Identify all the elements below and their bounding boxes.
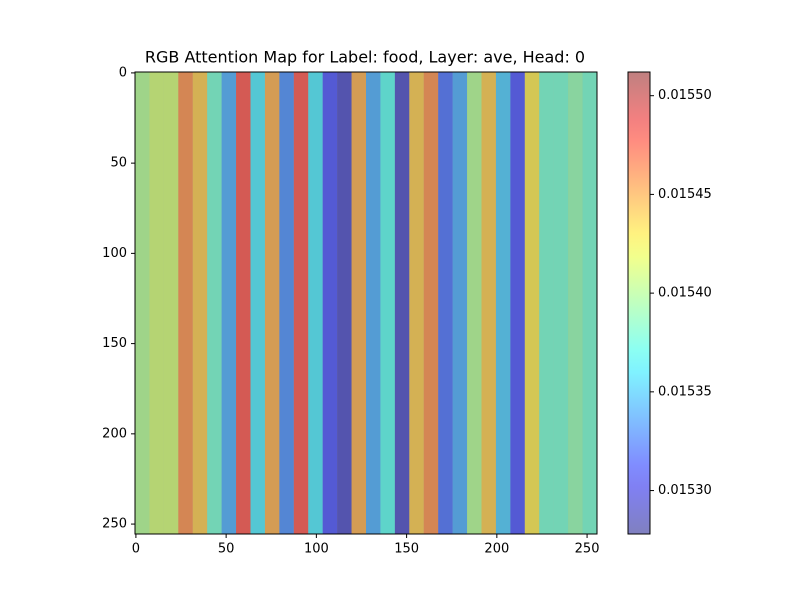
heat-cell <box>221 72 237 534</box>
heat-cell <box>394 72 410 534</box>
heat-cell <box>308 72 323 534</box>
colorbar-tick-label: 0.01535 <box>658 384 712 399</box>
heat-cell <box>135 72 150 534</box>
heat-cell <box>438 72 453 534</box>
y-tick-label: 0 <box>119 65 127 80</box>
heat-cell <box>337 72 352 534</box>
x-tick-label: 100 <box>304 542 329 557</box>
heat-cell <box>322 72 338 534</box>
colorbar <box>627 71 651 535</box>
y-tick-label: 100 <box>102 246 127 261</box>
heat-cell <box>279 72 294 534</box>
heat-cell <box>149 72 164 534</box>
y-tick-label: 50 <box>110 156 127 171</box>
heat-cell <box>495 72 511 534</box>
heat-cell <box>582 72 597 534</box>
heat-cell <box>380 72 395 534</box>
colorbar-tick-label: 0.01545 <box>658 187 712 202</box>
plot-frame <box>134 71 598 535</box>
x-tick-label: 50 <box>218 542 235 557</box>
heat-cell <box>524 72 540 534</box>
heat-cell <box>568 72 583 534</box>
heat-cell <box>351 72 366 534</box>
heat-cell <box>236 72 251 534</box>
heat-cell <box>293 72 309 534</box>
x-tick-label: 200 <box>484 542 509 557</box>
colorbar-tick-label: 0.01540 <box>658 286 712 301</box>
heat-cell <box>264 72 280 534</box>
heat-cell <box>423 72 439 534</box>
heat-cell <box>553 72 569 534</box>
y-tick-label: 200 <box>102 426 127 441</box>
heat-cell <box>452 72 468 534</box>
y-tick-label: 250 <box>102 517 127 532</box>
heat-cell <box>207 72 222 534</box>
heat-cell <box>178 72 193 534</box>
heat-cell <box>467 72 482 534</box>
chart-title: RGB Attention Map for Label: food, Layer… <box>145 48 585 67</box>
heat-cell <box>163 72 179 534</box>
colorbar-tick-label: 0.01550 <box>658 88 712 103</box>
y-tick-label: 150 <box>102 336 127 351</box>
x-tick-label: 150 <box>394 542 419 557</box>
x-tick-label: 250 <box>575 542 600 557</box>
heat-cell <box>250 72 265 534</box>
heat-cell <box>192 72 208 534</box>
heat-cell <box>539 72 554 534</box>
x-tick-label: 0 <box>132 542 140 557</box>
heat-cell <box>481 72 496 534</box>
heat-cell <box>510 72 525 534</box>
colorbar-tick-label: 0.01530 <box>658 483 712 498</box>
heat-cell <box>409 72 424 534</box>
heat-cell <box>366 72 381 534</box>
